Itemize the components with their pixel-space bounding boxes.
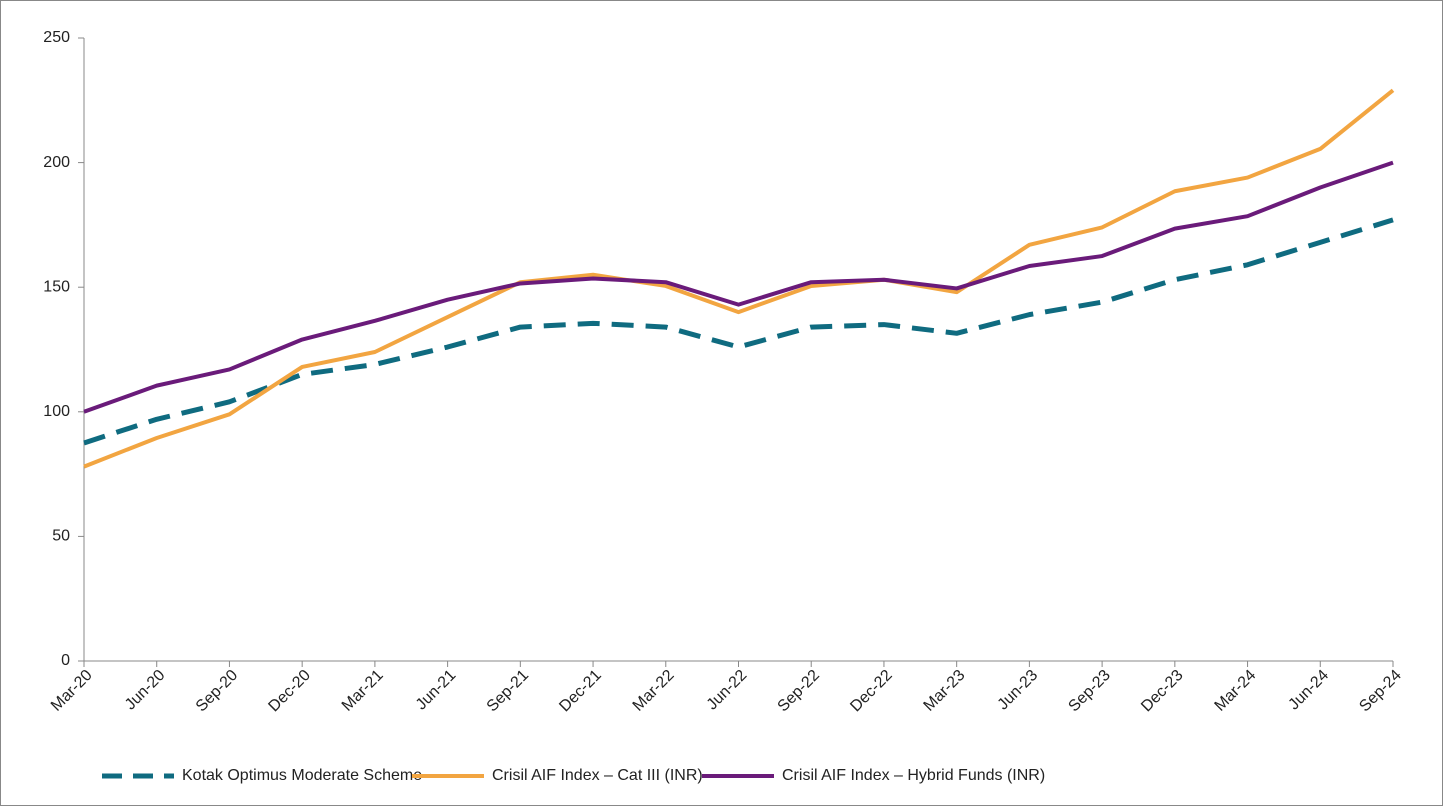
y-tick-label: 50	[52, 528, 70, 545]
y-tick-label: 250	[43, 29, 70, 46]
y-tick-label: 150	[43, 278, 70, 295]
y-tick-label: 0	[61, 652, 70, 669]
y-tick-label: 200	[43, 154, 70, 171]
y-tick-label: 100	[43, 403, 70, 420]
legend-label: Crisil AIF Index – Hybrid Funds (INR)	[782, 767, 1045, 784]
legend-label: Kotak Optimus Moderate Scheme	[182, 767, 422, 784]
series-line	[83, 160, 1394, 414]
series-line	[83, 88, 1395, 469]
legend-label: Crisil AIF Index – Cat III (INR)	[492, 767, 703, 784]
